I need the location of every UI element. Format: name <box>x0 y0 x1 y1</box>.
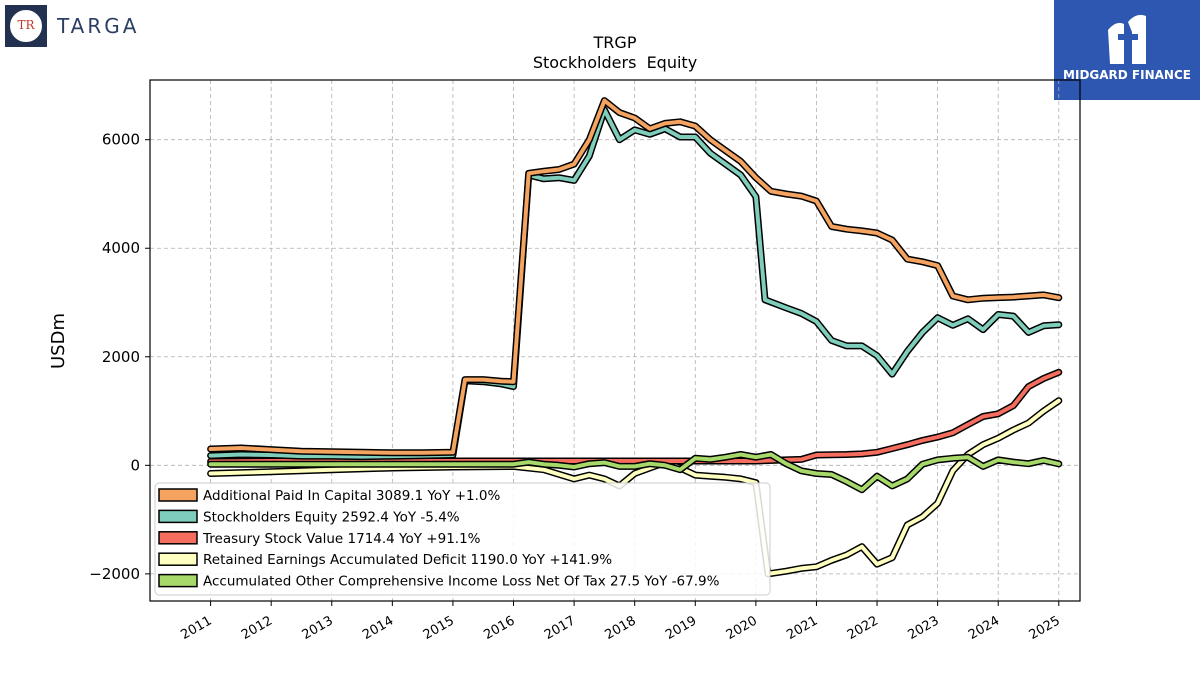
y-tick-label: 2000 <box>102 348 140 366</box>
legend-label: Treasury Stock Value 1714.4 YoY +91.1% <box>202 531 481 547</box>
x-tick-label: 2017 <box>542 613 578 643</box>
legend-swatch <box>158 509 198 524</box>
legend-swatch <box>158 531 198 545</box>
x-tick-label: 2018 <box>603 613 639 643</box>
legend-box <box>154 482 771 596</box>
x-tick-label: 2012 <box>239 613 275 643</box>
legend-swatch <box>158 573 198 588</box>
x-tick-label: 2016 <box>481 613 517 643</box>
y-tick-label: −2000 <box>89 565 140 583</box>
x-tick-label: 2024 <box>966 613 1002 643</box>
midgard-logo-name: MIDGARD FINANCE <box>1063 68 1191 82</box>
series-line <box>208 452 1061 492</box>
y-tick-label: 4000 <box>102 239 140 257</box>
series-line <box>208 98 1061 455</box>
legend-label: Accumulated Other Comprehensive Income L… <box>203 574 720 590</box>
legend-swatch <box>158 488 198 502</box>
midgard-finance-logo: MIDGARD FINANCE <box>1054 0 1200 100</box>
y-axis-label: USDm <box>48 313 69 369</box>
legend-label: Additional Paid In Capital 3089.1 YoY +1… <box>203 488 500 504</box>
legend-swatch <box>158 552 198 566</box>
x-tick-label: 2019 <box>663 613 699 643</box>
targa-logo-wordmark: TARGA <box>57 14 140 38</box>
x-tick-label: 2014 <box>360 613 396 643</box>
x-tick-label: 2011 <box>178 613 214 643</box>
legend-label: Retained Earnings Accumulated Deficit 11… <box>203 552 612 568</box>
x-tick-label: 2025 <box>1027 613 1063 643</box>
plot-frame <box>149 79 1081 602</box>
x-tick-label: 2020 <box>724 613 760 643</box>
y-tick-label: 6000 <box>102 131 140 149</box>
legend: Additional Paid In Capital 3089.1 YoY +1… <box>154 482 771 596</box>
targa-logo: TR TARGA <box>5 5 139 47</box>
targa-logo-mark: TR <box>5 5 47 47</box>
targa-logo-letters: TR <box>17 18 35 32</box>
x-tick-label: 2023 <box>905 613 941 643</box>
x-tick-label: 2013 <box>300 613 336 643</box>
y-tick-label: 0 <box>130 456 140 474</box>
chart-subtitle: Stockholders Equity <box>533 53 697 72</box>
x-tick-label: 2015 <box>421 613 457 643</box>
midgard-logo-mark <box>1108 14 1146 64</box>
legend-label: Stockholders Equity 2592.4 YoY -5.4% <box>203 509 460 525</box>
x-tick-label: 2022 <box>845 613 881 643</box>
chart-title: TRGP <box>593 33 637 52</box>
x-tick-label: 2021 <box>784 613 820 643</box>
